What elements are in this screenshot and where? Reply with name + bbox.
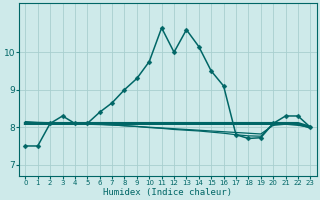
X-axis label: Humidex (Indice chaleur): Humidex (Indice chaleur) — [103, 188, 232, 197]
